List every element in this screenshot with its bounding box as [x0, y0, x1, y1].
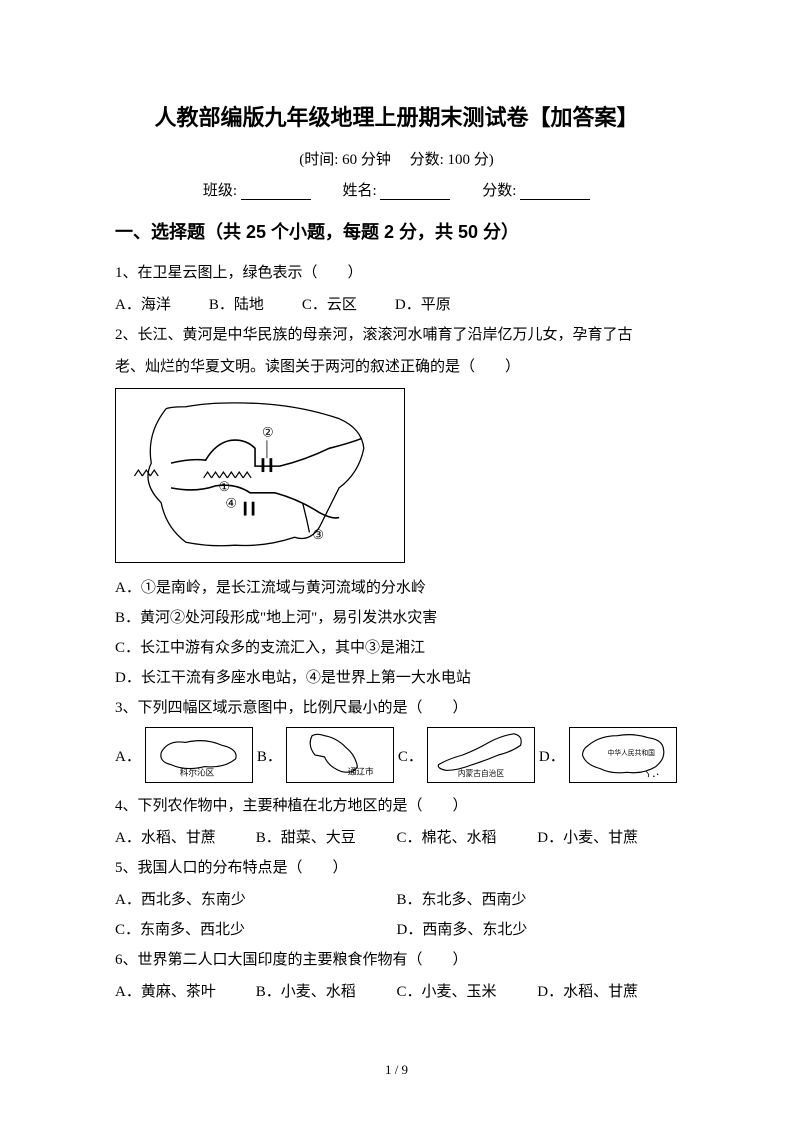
q4-stem: 4、下列农作物中，主要种植在北方地区的是（ ） [115, 791, 678, 821]
q5-option-b[interactable]: B．东北多、西南少 [397, 885, 679, 915]
map-label-2: ② [262, 425, 274, 439]
page-title: 人教部编版九年级地理上册期末测试卷【加答案】 [115, 100, 678, 132]
q5-option-c[interactable]: C．东南多、西北少 [115, 915, 397, 945]
q3-label-b[interactable]: B． [257, 745, 282, 766]
q5-option-a[interactable]: A．西北多、东南少 [115, 885, 397, 915]
class-blank[interactable] [241, 185, 311, 200]
q2-option-b[interactable]: B．黄河②处河段形成"地上河"，易引发洪水灾害 [115, 603, 678, 633]
q2-option-d[interactable]: D．长江干流有多座水电站，④是世界上第一大水电站 [115, 663, 678, 693]
q4-option-d[interactable]: D．小麦、甘蔗 [537, 823, 678, 853]
svg-text:内蒙古自治区: 内蒙古自治区 [458, 768, 505, 778]
svg-text:科尔沁区: 科尔沁区 [180, 766, 215, 777]
q3-map-d: 中华人民共和国 [569, 727, 677, 783]
q3-label-a[interactable]: A． [115, 745, 141, 766]
q3-stem: 3、下列四幅区域示意图中，比例尺最小的是（ ） [115, 693, 678, 723]
score-label: 分数: [482, 183, 520, 199]
map-label-1: ① [218, 480, 230, 494]
q4-option-a[interactable]: A．水稻、甘蔗 [115, 823, 256, 853]
q6-options: A．黄麻、茶叶 B．小麦、水稻 C．小麦、玉米 D．水稻、甘蔗 [115, 977, 678, 1007]
q1-option-c[interactable]: C．云区 [302, 290, 357, 320]
name-blank[interactable] [380, 185, 450, 200]
q4-option-b[interactable]: B．甜菜、大豆 [256, 823, 397, 853]
q6-option-d[interactable]: D．水稻、甘蔗 [537, 977, 678, 1007]
q1-options: A．海洋 B．陆地 C．云区 D．平原 [115, 290, 678, 320]
q2-option-c[interactable]: C．长江中游有众多的支流汇入，其中③是湘江 [115, 633, 678, 663]
q2-stem-1: 2、长江、黄河是中华民族的母亲河，滚滚河水哺育了沿岸亿万儿女，孕育了古 [115, 320, 678, 350]
q3-figures-row: A． 科尔沁区 B． 通辽市 C． 内蒙古自治区 D． [115, 727, 678, 783]
q3-map-a: 科尔沁区 [145, 727, 253, 783]
section-1-header: 一、选择题（共 25 个小题，每题 2 分，共 50 分） [115, 218, 678, 244]
page-subtitle: (时间: 60 分钟 分数: 100 分) [115, 148, 678, 169]
q2-map-figure: ① ② ③ ④ [115, 388, 405, 563]
name-label: 姓名: [343, 183, 381, 199]
svg-text:通辽市: 通辽市 [348, 765, 374, 776]
score-blank[interactable] [520, 185, 590, 200]
q1-option-a[interactable]: A．海洋 [115, 290, 171, 320]
exam-page: 人教部编版九年级地理上册期末测试卷【加答案】 (时间: 60 分钟 分数: 10… [0, 0, 793, 1122]
q1-option-b[interactable]: B．陆地 [209, 290, 264, 320]
q1-option-d[interactable]: D．平原 [395, 290, 451, 320]
svg-text:中华人民共和国: 中华人民共和国 [607, 748, 655, 757]
q1-stem: 1、在卫星云图上，绿色表示（ ） [115, 258, 678, 288]
q6-option-b[interactable]: B．小麦、水稻 [256, 977, 397, 1007]
q3-label-d[interactable]: D． [539, 745, 565, 766]
page-number: 1 / 9 [0, 1062, 793, 1078]
q5-options: A．西北多、东南少 B．东北多、西南少 C．东南多、西北少 D．西南多、东北少 [115, 885, 678, 945]
q3-map-c: 内蒙古自治区 [427, 727, 535, 783]
q4-option-c[interactable]: C．棉花、水稻 [397, 823, 538, 853]
q4-options: A．水稻、甘蔗 B．甜菜、大豆 C．棉花、水稻 D．小麦、甘蔗 [115, 823, 678, 853]
map-label-3: ③ [312, 528, 324, 542]
q3-map-b: 通辽市 [286, 727, 394, 783]
rivers-map-svg: ① ② ③ ④ [116, 389, 404, 562]
q2-options: A．①是南岭，是长江流域与黄河流域的分水岭 B．黄河②处河段形成"地上河"，易引… [115, 573, 678, 693]
q6-option-c[interactable]: C．小麦、玉米 [397, 977, 538, 1007]
map-label-4: ④ [225, 497, 237, 511]
class-label: 班级: [203, 183, 241, 199]
q5-stem: 5、我国人口的分布特点是（ ） [115, 853, 678, 883]
q2-option-a[interactable]: A．①是南岭，是长江流域与黄河流域的分水岭 [115, 573, 678, 603]
student-info-line: 班级: 姓名: 分数: [115, 179, 678, 200]
q2-stem-2: 老、灿烂的华夏文明。读图关于两河的叙述正确的是（ ） [115, 352, 678, 382]
q6-option-a[interactable]: A．黄麻、茶叶 [115, 977, 256, 1007]
q5-option-d[interactable]: D．西南多、东北少 [397, 915, 679, 945]
q3-label-c[interactable]: C． [398, 745, 423, 766]
q6-stem: 6、世界第二人口大国印度的主要粮食作物有（ ） [115, 945, 678, 975]
